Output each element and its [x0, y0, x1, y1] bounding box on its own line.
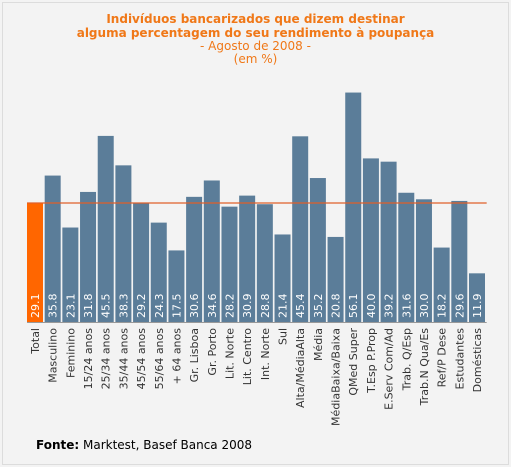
- bar-19: [362, 158, 379, 322]
- bar-11: [221, 206, 238, 322]
- value-label-16: 35.2: [312, 294, 325, 319]
- bar-17: [327, 236, 344, 322]
- value-label-7: 24.3: [153, 294, 166, 319]
- chart-title-line-2: alguma percentagem do seu rendimento à p…: [76, 26, 435, 40]
- bar-24: [451, 200, 468, 322]
- source-text: Marktest, Basef Banca 2008: [79, 438, 253, 452]
- bar-4: [97, 135, 114, 322]
- value-label-1: 35.8: [47, 294, 60, 319]
- bar-6: [133, 202, 150, 322]
- category-label-7: 55/64 anos: [153, 328, 166, 390]
- bar-5: [115, 165, 132, 322]
- bar-12: [239, 195, 256, 322]
- value-label-25: 11.9: [471, 294, 484, 319]
- bar-14: [274, 234, 291, 322]
- chart-title-line-1: Indivíduos bancarizados que dizem destin…: [106, 12, 405, 26]
- bar-13: [256, 204, 273, 322]
- category-label-11: Lit. Norte: [223, 328, 236, 379]
- chart-titles: Indivíduos bancarizados que dizem destin…: [0, 12, 511, 66]
- bar-18: [345, 92, 362, 323]
- value-label-22: 30.0: [418, 294, 431, 319]
- source-note: Fonte: Marktest, Basef Banca 2008: [36, 438, 252, 452]
- bar-20: [380, 161, 397, 322]
- bar-7: [150, 222, 167, 322]
- value-label-20: 39.2: [383, 294, 396, 319]
- category-label-24: Estudantes: [453, 328, 466, 390]
- bar-16: [309, 178, 326, 322]
- category-label-9: Gr. Lisboa: [188, 328, 201, 382]
- value-label-14: 21.4: [277, 294, 290, 319]
- category-label-20: E.Serv Com/Ad: [383, 328, 396, 410]
- value-label-23: 18.2: [436, 294, 449, 319]
- value-label-8: 17.5: [170, 294, 183, 319]
- category-label-6: 45/54 anos: [135, 328, 148, 390]
- category-label-19: T.Esp P.Prop: [365, 328, 378, 394]
- value-label-4: 45.5: [100, 294, 113, 319]
- value-label-10: 34.6: [206, 294, 219, 319]
- category-label-5: 35/44 anos: [117, 328, 130, 390]
- bar-1: [44, 175, 61, 322]
- category-label-18: QMed Super: [347, 328, 360, 396]
- category-label-14: Sul: [277, 328, 290, 345]
- value-label-17: 20.8: [330, 294, 343, 319]
- category-label-1: Masculino: [47, 328, 60, 383]
- bar-15: [292, 136, 309, 322]
- bar-0: [27, 202, 43, 322]
- bar-21: [398, 192, 415, 322]
- category-label-10: Gr. Porto: [206, 328, 219, 376]
- category-label-4: 25/34 anos: [100, 328, 113, 390]
- value-label-2: 23.1: [64, 294, 77, 319]
- value-label-9: 30.6: [188, 294, 201, 319]
- category-label-3: 15/24 anos: [82, 328, 95, 390]
- bar-9: [186, 196, 203, 322]
- value-label-3: 31.8: [82, 294, 95, 319]
- bar-8: [168, 250, 185, 322]
- value-label-6: 29.2: [135, 294, 148, 319]
- bar-22: [415, 199, 432, 322]
- value-label-11: 28.2: [223, 294, 236, 319]
- value-label-0: 29.1: [29, 294, 42, 319]
- value-label-13: 28.8: [259, 294, 272, 319]
- value-label-24: 29.6: [453, 294, 466, 319]
- bar-10: [203, 180, 220, 322]
- bar-23: [433, 247, 450, 322]
- chart-units: (em %): [233, 52, 278, 66]
- value-label-5: 38.3: [117, 294, 130, 319]
- value-label-21: 31.6: [400, 294, 413, 319]
- source-label: Fonte:: [36, 438, 80, 452]
- category-label-2: Feminino: [64, 328, 77, 378]
- category-label-12: Lit. Centro: [241, 328, 254, 386]
- category-label-23: Ref/P Dese: [436, 328, 449, 388]
- category-label-25: Domésticas: [471, 328, 484, 393]
- bar-25: [469, 273, 485, 322]
- category-label-13: Int. Norte: [259, 328, 272, 380]
- value-label-15: 45.4: [294, 294, 307, 319]
- category-label-17: MédiaBaixa/Baixa: [330, 328, 343, 426]
- category-label-16: Média: [312, 328, 325, 361]
- bar-2: [62, 227, 79, 322]
- bar-3: [80, 191, 97, 322]
- category-label-15: Alta/MédiaAlta: [294, 328, 307, 408]
- value-label-18: 56.1: [347, 294, 360, 319]
- value-label-12: 30.9: [241, 294, 254, 319]
- value-label-19: 40.0: [365, 294, 378, 319]
- chart-subtitle: - Agosto de 2008 -: [200, 39, 311, 53]
- category-label-0: Total: [29, 328, 42, 355]
- category-label-21: Trab. Q/Esp: [400, 328, 413, 391]
- category-label-8: + 64 anos: [170, 328, 183, 385]
- category-label-22: Trab.N Qua/Es: [418, 328, 431, 407]
